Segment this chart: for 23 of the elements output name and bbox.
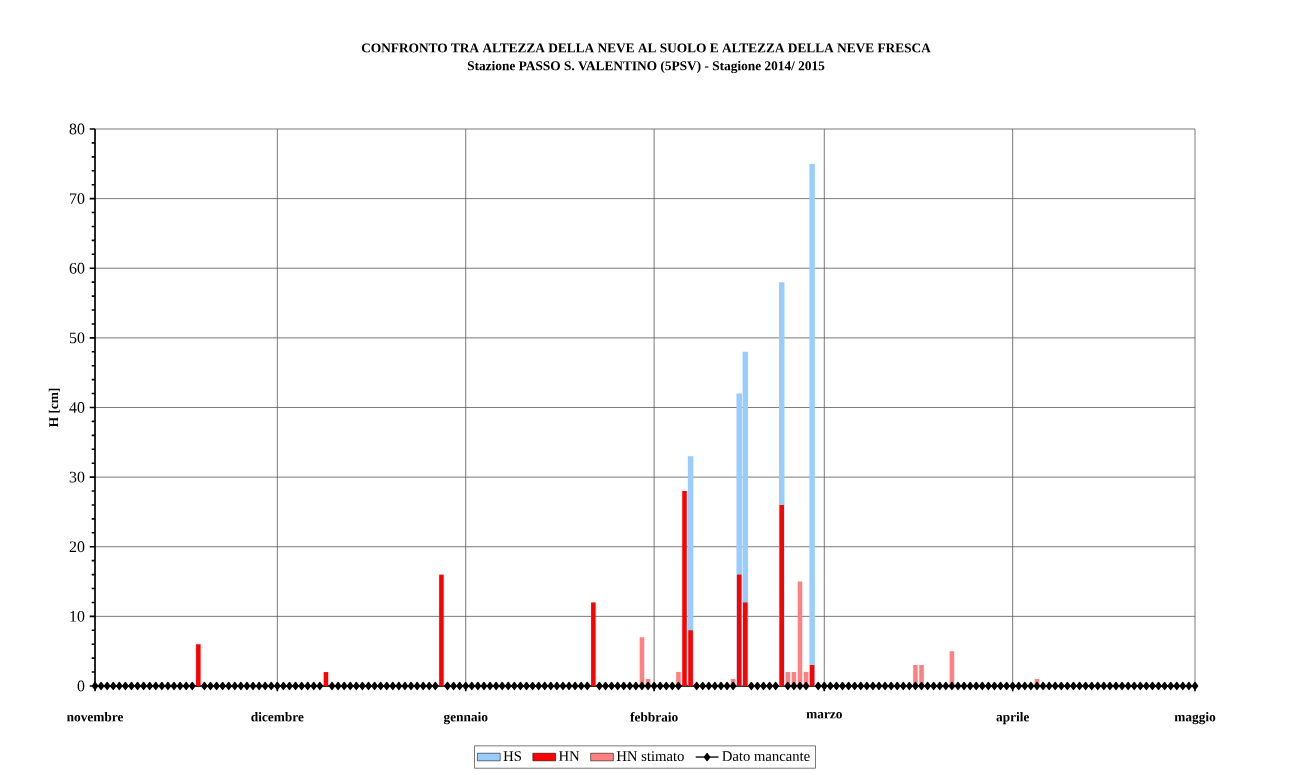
legend-label: HN	[558, 751, 580, 761]
x-tick-label: maggio	[1174, 712, 1216, 725]
x-tick-label: dicembre	[251, 712, 304, 722]
chart-subtitle: Stazione PASSO S. VALENTINO (5PSV) - Stagione 2014/ 2015	[467, 60, 825, 74]
x-tick-label: novembre	[66, 712, 124, 722]
y-tick-label: 50	[69, 332, 85, 344]
x-tick-label: marzo	[806, 712, 842, 719]
y-tick-label: 30	[69, 471, 85, 483]
chart-title: CONFRONTO TRA ALTEZZA DELLA NEVE AL SUOLO E ALTEZZA DELLA NEVE FRESCA	[361, 43, 931, 53]
y-tick-label: 40	[69, 402, 85, 413]
y-tick-label: 60	[69, 262, 85, 274]
x-tick-label: aprile	[996, 712, 1030, 725]
y-tick-label: 10	[70, 610, 85, 622]
x-tick-label: gennaio	[443, 712, 488, 725]
legend-label: HS	[503, 751, 521, 762]
y-tick-label: 70	[70, 193, 85, 205]
y-tick-label: 80	[69, 123, 85, 135]
x-tick-label: febbraio	[630, 712, 678, 722]
y-tick-label: 20	[69, 541, 85, 553]
legend-label: Dato mancante	[722, 751, 810, 761]
legend-label: HN stimato	[616, 751, 684, 762]
y-axis-title: H [cm]	[48, 388, 60, 428]
y-tick-label: 0	[77, 680, 85, 692]
